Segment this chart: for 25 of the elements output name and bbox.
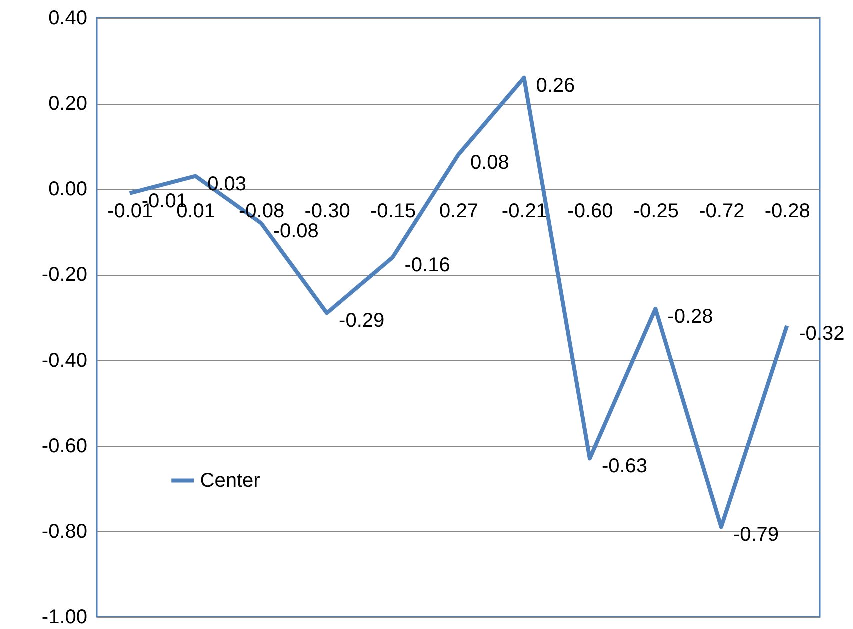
x-tick-label: -0.28 (764, 200, 810, 223)
x-tick-label: -0.60 (568, 200, 614, 223)
data-label: -0.63 (602, 456, 648, 478)
y-tick-label: -0.80 (42, 520, 88, 543)
data-label: -0.16 (404, 254, 450, 277)
y-tick-label: -0.40 (42, 350, 88, 372)
y-tick-label: -0.20 (42, 264, 88, 286)
x-tick-label: -0.25 (633, 200, 679, 223)
y-tick-label: 0.20 (48, 93, 88, 116)
data-label: -0.29 (339, 310, 385, 332)
legend-label: Center (200, 470, 261, 492)
data-label: -0.28 (668, 306, 714, 328)
data-label: -0.08 (273, 220, 319, 242)
data-label: 0.08 (470, 152, 510, 174)
y-tick-label: -0.60 (42, 435, 88, 458)
y-tick-label: 0.00 (48, 178, 88, 201)
x-tick-label: -0.72 (699, 200, 745, 223)
data-label: 0.26 (536, 74, 576, 97)
data-label: -0.79 (733, 524, 780, 546)
y-tick-label: -1.00 (42, 606, 88, 628)
y-tick-label: 0.40 (48, 8, 88, 30)
data-label: 0.03 (208, 173, 247, 196)
x-tick-label: -0.30 (304, 200, 350, 223)
x-tick-label: -0.15 (370, 200, 416, 223)
x-tick-label: 0.27 (440, 200, 478, 223)
